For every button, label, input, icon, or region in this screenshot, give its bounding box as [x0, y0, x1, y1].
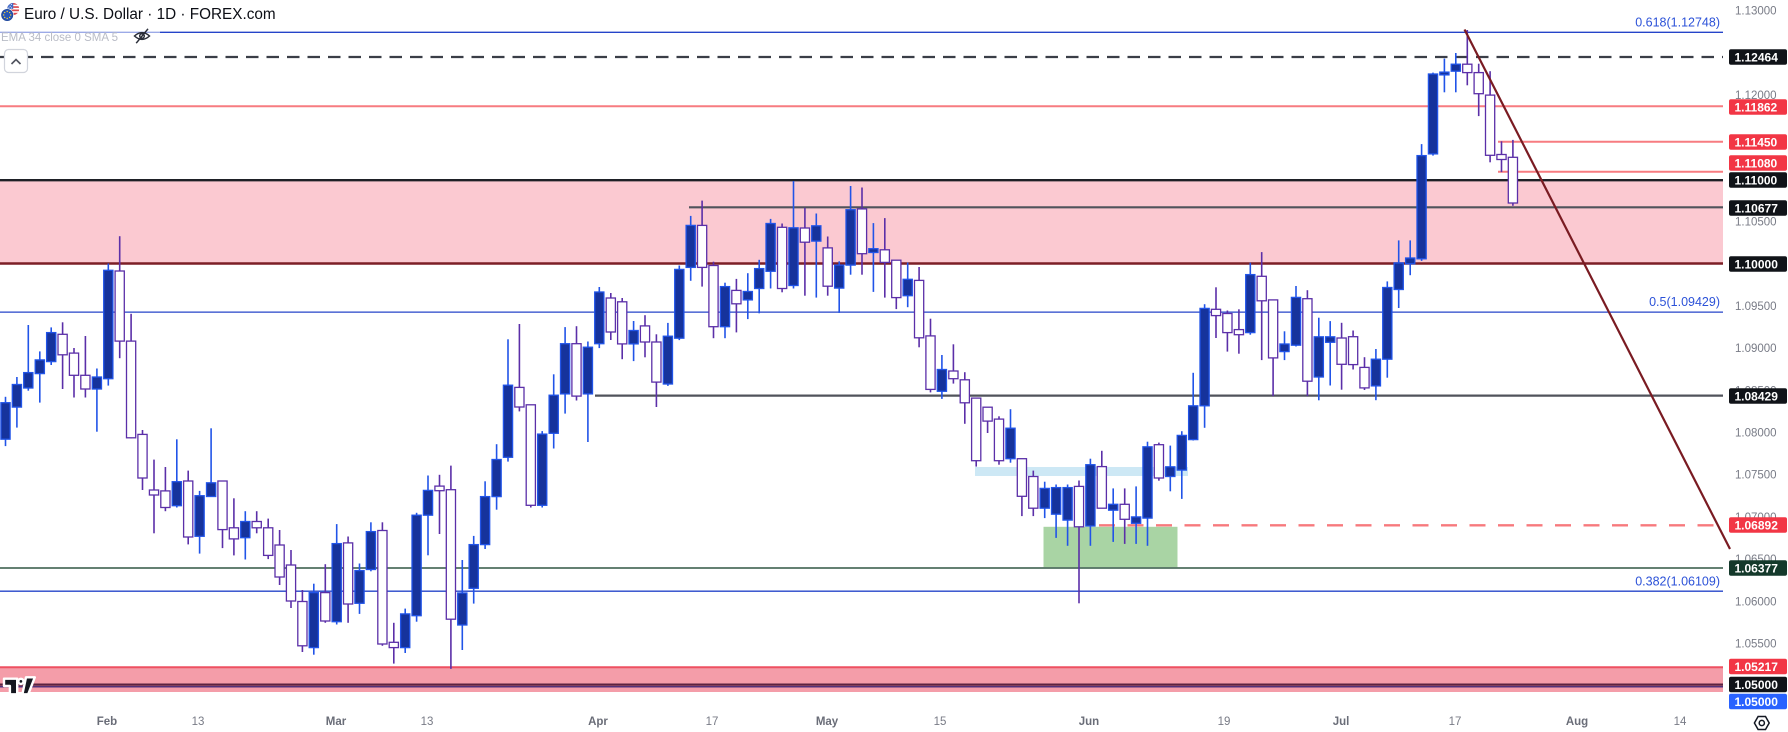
- svg-text:1.06892: 1.06892: [1735, 518, 1779, 532]
- svg-text:May: May: [816, 716, 839, 728]
- svg-text:1.08000: 1.08000: [1735, 428, 1777, 440]
- svg-text:1.12000: 1.12000: [1735, 90, 1777, 102]
- svg-text:0.5(1.09429): 0.5(1.09429): [1649, 295, 1720, 309]
- svg-text:1.07500: 1.07500: [1735, 470, 1777, 482]
- svg-text:Apr: Apr: [588, 716, 608, 728]
- svg-text:13: 13: [192, 716, 205, 728]
- svg-text:Euro / U.S. Dollar · 1D · FORE: Euro / U.S. Dollar · 1D · FOREX.com: [24, 6, 276, 23]
- svg-text:Aug: Aug: [1566, 716, 1588, 728]
- svg-text:1.09000: 1.09000: [1735, 343, 1777, 355]
- svg-text:Jun: Jun: [1079, 716, 1099, 728]
- svg-text:1.05217: 1.05217: [1735, 660, 1779, 674]
- svg-text:1.08429: 1.08429: [1735, 389, 1779, 403]
- svg-text:15: 15: [934, 716, 947, 728]
- svg-text:1.10000: 1.10000: [1735, 257, 1779, 271]
- svg-text:17: 17: [706, 716, 719, 728]
- svg-text:1.05000: 1.05000: [1735, 678, 1779, 692]
- svg-text:Feb: Feb: [97, 716, 117, 728]
- svg-text:14: 14: [1674, 716, 1687, 728]
- svg-text:EMA 34 close 0 SMA 5: EMA 34 close 0 SMA 5: [1, 32, 118, 44]
- svg-text:17: 17: [1449, 716, 1462, 728]
- svg-text:Mar: Mar: [326, 716, 347, 728]
- svg-text:1.11080: 1.11080: [1735, 156, 1778, 170]
- svg-text:1.12464: 1.12464: [1735, 50, 1779, 64]
- svg-text:0.618(1.12748): 0.618(1.12748): [1635, 16, 1720, 30]
- svg-text:1.10677: 1.10677: [1735, 201, 1779, 215]
- svg-text:1.09500: 1.09500: [1735, 301, 1777, 313]
- svg-text:0.382(1.06109): 0.382(1.06109): [1635, 575, 1720, 589]
- svg-text:1.11000: 1.11000: [1735, 173, 1778, 187]
- svg-text:1.10500: 1.10500: [1735, 217, 1777, 229]
- svg-text:13: 13: [421, 716, 434, 728]
- svg-text:1.11450: 1.11450: [1735, 135, 1778, 149]
- svg-text:1.06377: 1.06377: [1735, 561, 1779, 575]
- svg-text:1.06000: 1.06000: [1735, 596, 1777, 608]
- svg-text:Jul: Jul: [1333, 716, 1350, 728]
- svg-text:1.05500: 1.05500: [1735, 639, 1777, 651]
- svg-text:1.05000: 1.05000: [1735, 695, 1779, 709]
- svg-text:1.11862: 1.11862: [1735, 100, 1778, 114]
- svg-text:19: 19: [1218, 716, 1231, 728]
- svg-text:1.13000: 1.13000: [1735, 6, 1777, 18]
